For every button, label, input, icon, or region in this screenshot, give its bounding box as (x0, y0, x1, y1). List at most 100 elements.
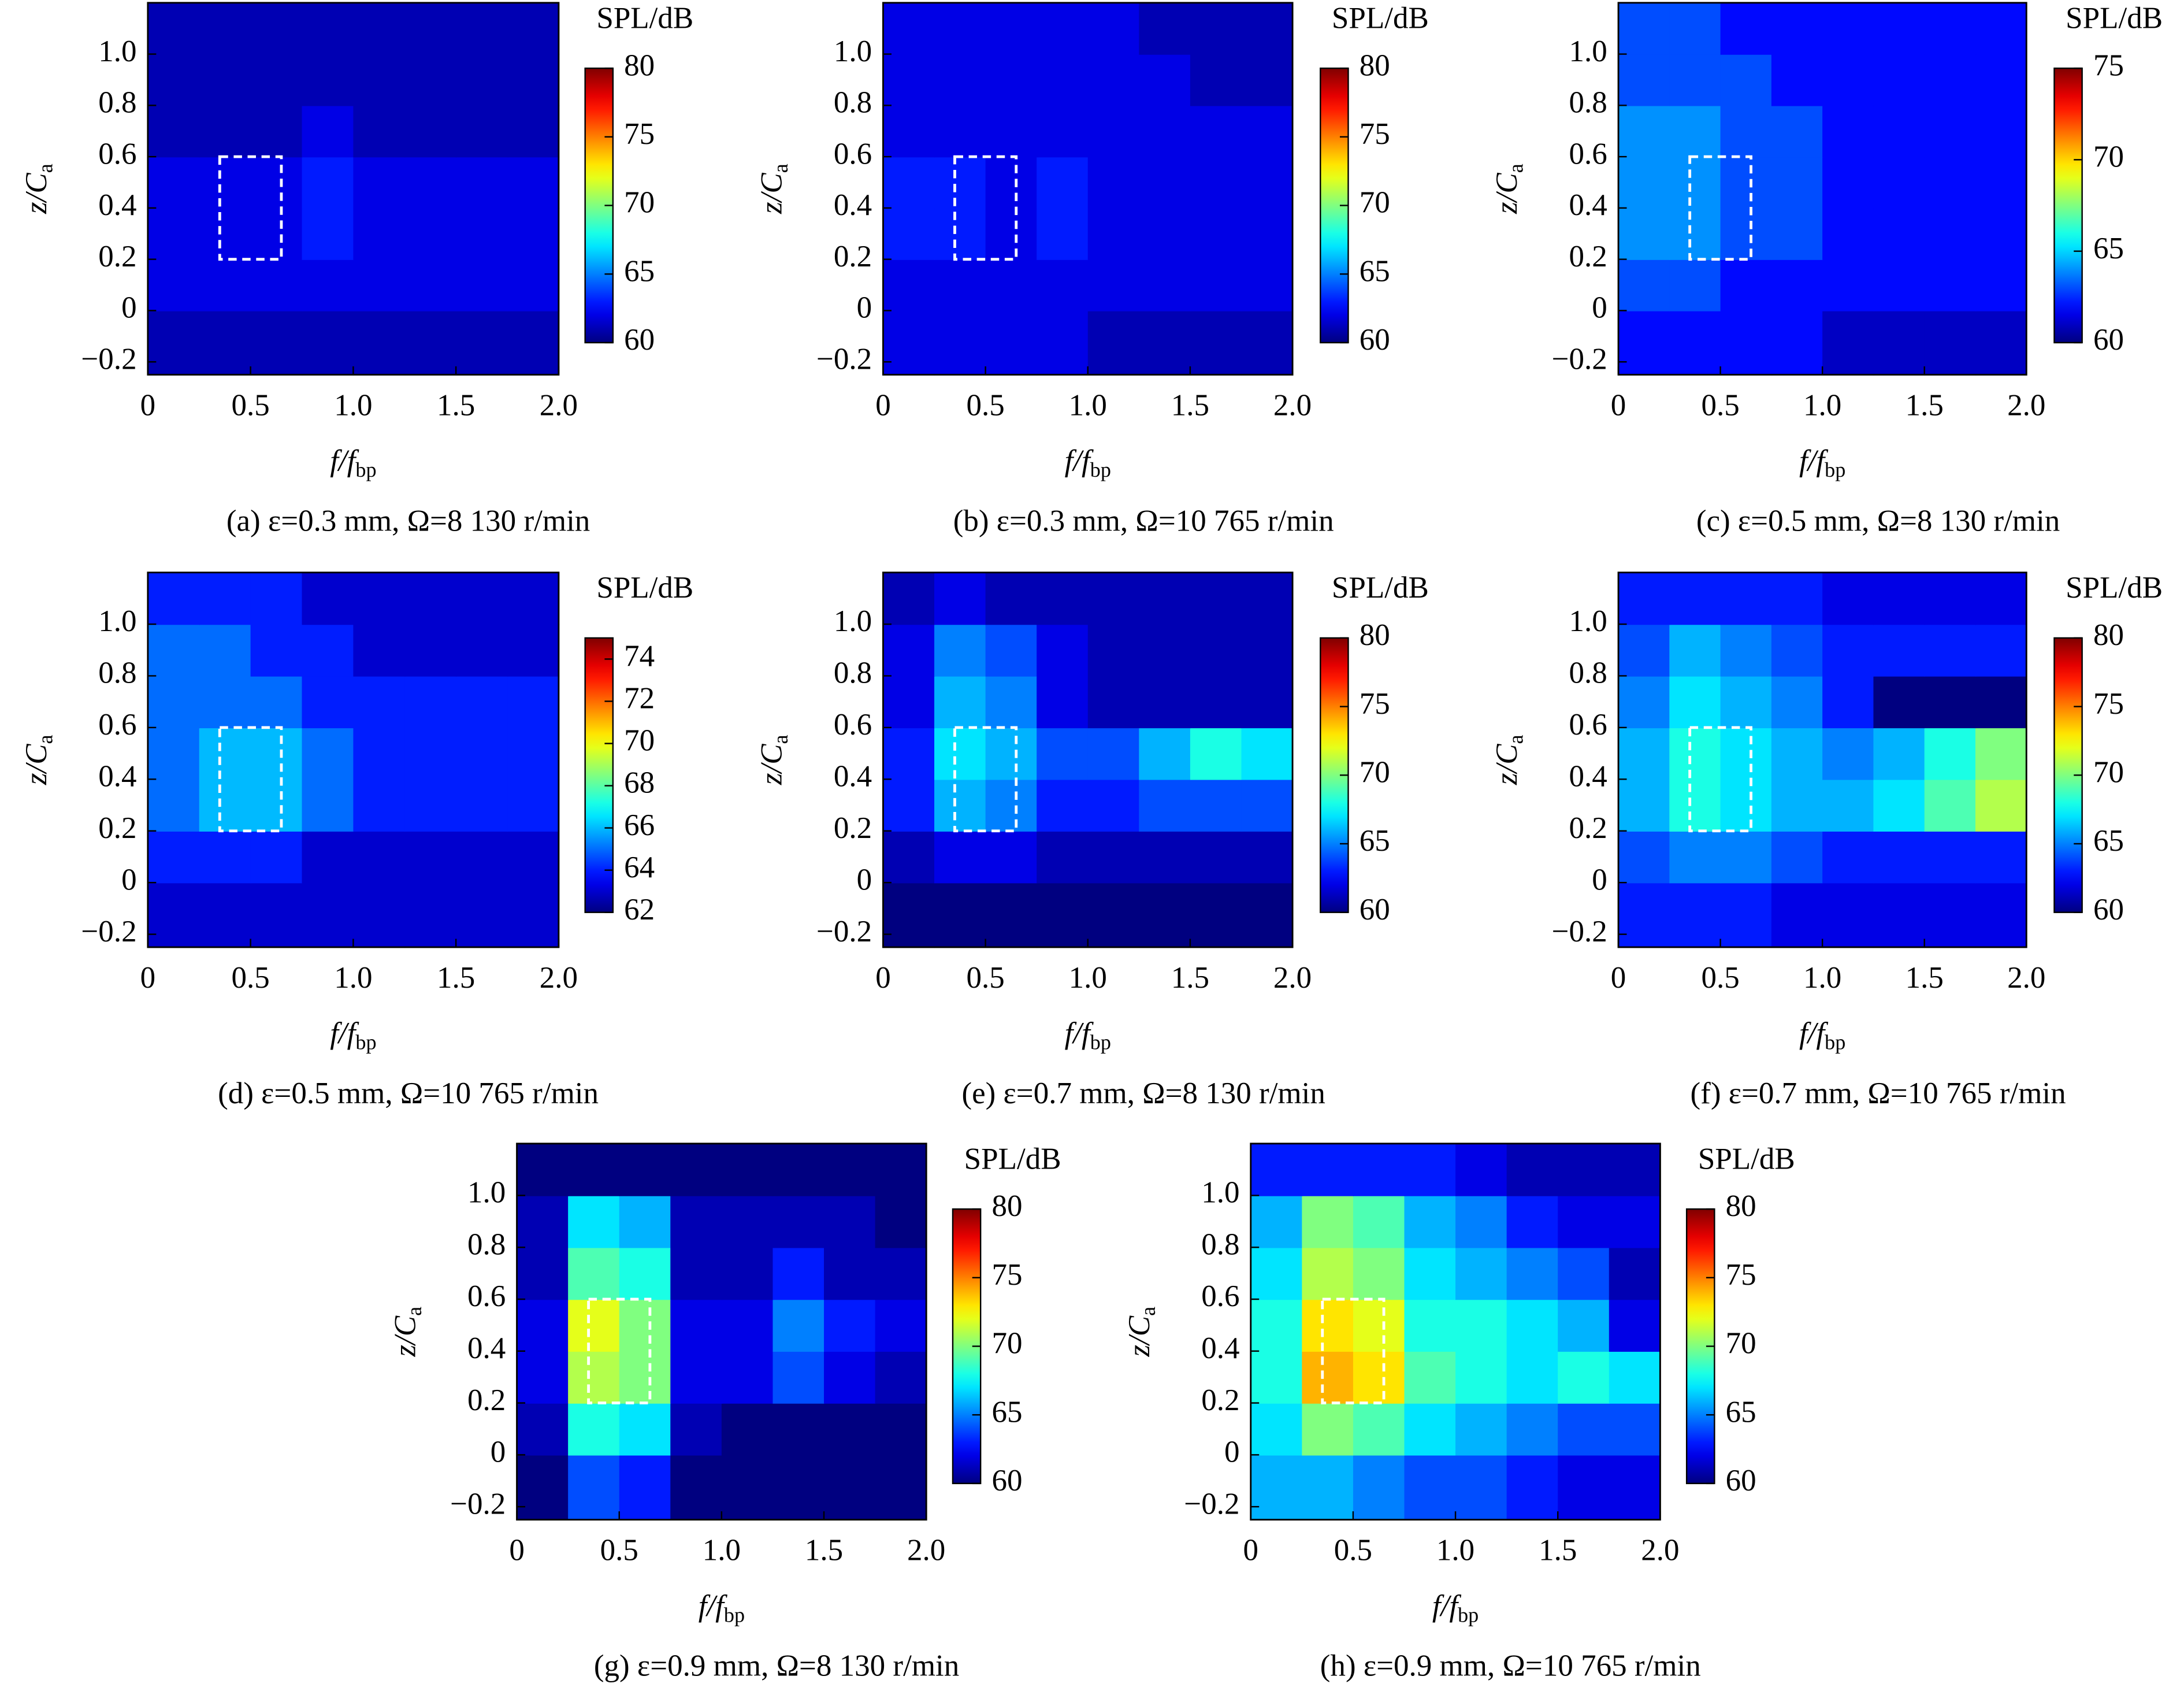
x-tick-label: 1.5 (1171, 388, 1209, 422)
heat-cell (1037, 54, 1089, 106)
colorbar-tick-label: 75 (991, 1258, 1022, 1292)
colorbar-title: SPL/dB (596, 571, 693, 605)
colorbar-tick-label: 70 (2093, 140, 2124, 174)
heat-cell (353, 727, 406, 780)
heat-cell (1404, 1195, 1457, 1248)
colorbar-tick-label: 60 (1726, 1464, 1756, 1497)
heat-cell (568, 1455, 620, 1521)
heat-cell (1924, 779, 1977, 832)
heat-cell (147, 727, 200, 780)
heat-cell (1720, 882, 1773, 948)
heat-cell (1404, 1299, 1457, 1352)
y-label-sub: a (1137, 1307, 1160, 1316)
heat-cell (517, 1403, 569, 1456)
heat-cell (883, 676, 935, 729)
heat-cell (1720, 676, 1773, 729)
heat-cell (1241, 54, 1294, 106)
heat-cell (883, 572, 935, 625)
heat-cell (985, 207, 1038, 260)
heat-cell (456, 2, 508, 55)
colorbar-tick-label: 75 (2093, 687, 2124, 721)
heat-cell (1822, 882, 1874, 948)
heat-cell (985, 779, 1038, 832)
x-label-main: f/f (699, 1589, 727, 1623)
colorbar-tick-label: 75 (624, 117, 655, 151)
heat-cell (1822, 54, 1874, 106)
heat-cell (772, 1143, 825, 1196)
heat-cell (250, 54, 303, 106)
colorbar-title: SPL/dB (1698, 1142, 1795, 1175)
heat-cell (824, 1143, 876, 1196)
heat-cell (883, 830, 935, 884)
heat-cell (507, 779, 560, 832)
heat-cell (250, 882, 303, 948)
heat-cell (1771, 310, 1823, 376)
heat-cell (456, 676, 508, 729)
y-label-sub: a (34, 164, 57, 173)
heat-cell (1618, 157, 1670, 209)
heat-cell (1353, 1455, 1405, 1521)
heat-cell (302, 727, 354, 780)
heat-cell (619, 1247, 671, 1300)
y-tick-label: 0.2 (98, 811, 136, 845)
heat-cell (147, 882, 200, 948)
heat-cell (1558, 1403, 1610, 1456)
heat-cell (1771, 2, 1823, 55)
heat-cell (721, 1299, 774, 1352)
heat-cell (875, 1195, 927, 1248)
y-tick-label: 0.4 (98, 188, 136, 222)
heat-cell (875, 1143, 927, 1196)
heat-cell (883, 2, 935, 55)
heat-cell (517, 1143, 569, 1196)
heat-cell (404, 779, 457, 832)
heat-cell (199, 310, 251, 376)
heat-cell (147, 676, 200, 729)
x-label-sub: bp (1090, 1031, 1111, 1054)
heat-cell (721, 1143, 774, 1196)
heat-cell (1609, 1195, 1661, 1248)
y-tick-label: 0 (857, 291, 872, 325)
heat-cell (1822, 572, 1874, 625)
heat-cell (1771, 882, 1823, 948)
colorbar (952, 1208, 982, 1485)
heat-cell (1506, 1195, 1559, 1248)
heat-cell (507, 882, 560, 948)
heat-cell (670, 1143, 723, 1196)
x-tick-label: 1.5 (1171, 961, 1209, 995)
heat-cell (824, 1247, 876, 1300)
heat-cell (1037, 779, 1089, 832)
heat-cell (404, 105, 457, 158)
heat-cell (670, 1351, 723, 1404)
heat-cell (875, 1299, 927, 1352)
heat-cell (934, 157, 986, 209)
heat-cell (147, 157, 200, 209)
heat-cell (1822, 105, 1874, 158)
heat-cell (1618, 105, 1670, 158)
heat-cell (1873, 882, 1925, 948)
y-label-sub: a (1505, 735, 1528, 744)
heat-cell (250, 779, 303, 832)
heat-cell (250, 157, 303, 209)
heat-cell (1822, 779, 1874, 832)
heat-cell (1924, 572, 1977, 625)
x-tick-label: 0.5 (231, 388, 269, 422)
x-tick-label: 0 (875, 961, 891, 995)
colorbar (2053, 67, 2083, 344)
caption: (f) ε=0.7 mm, Ω=10 765 r/min (1691, 1077, 2066, 1110)
heat-cell (1720, 207, 1773, 260)
heat-cell (147, 54, 200, 106)
heat-cell (985, 727, 1038, 780)
x-tick-label: 0 (140, 388, 156, 422)
y-tick-label: 0.4 (1201, 1332, 1239, 1365)
heat-cell (824, 1455, 876, 1521)
colorbar-tick-label: 80 (2093, 618, 2124, 652)
heat-cell (517, 1299, 569, 1352)
heat-cell (568, 1351, 620, 1404)
heat-cell (1190, 157, 1242, 209)
y-tick-label: 0.6 (1569, 708, 1607, 741)
heat-cell (721, 1455, 774, 1521)
heat-cell (934, 259, 986, 312)
heat-cell (1302, 1455, 1354, 1521)
heat-cell (1250, 1403, 1303, 1456)
